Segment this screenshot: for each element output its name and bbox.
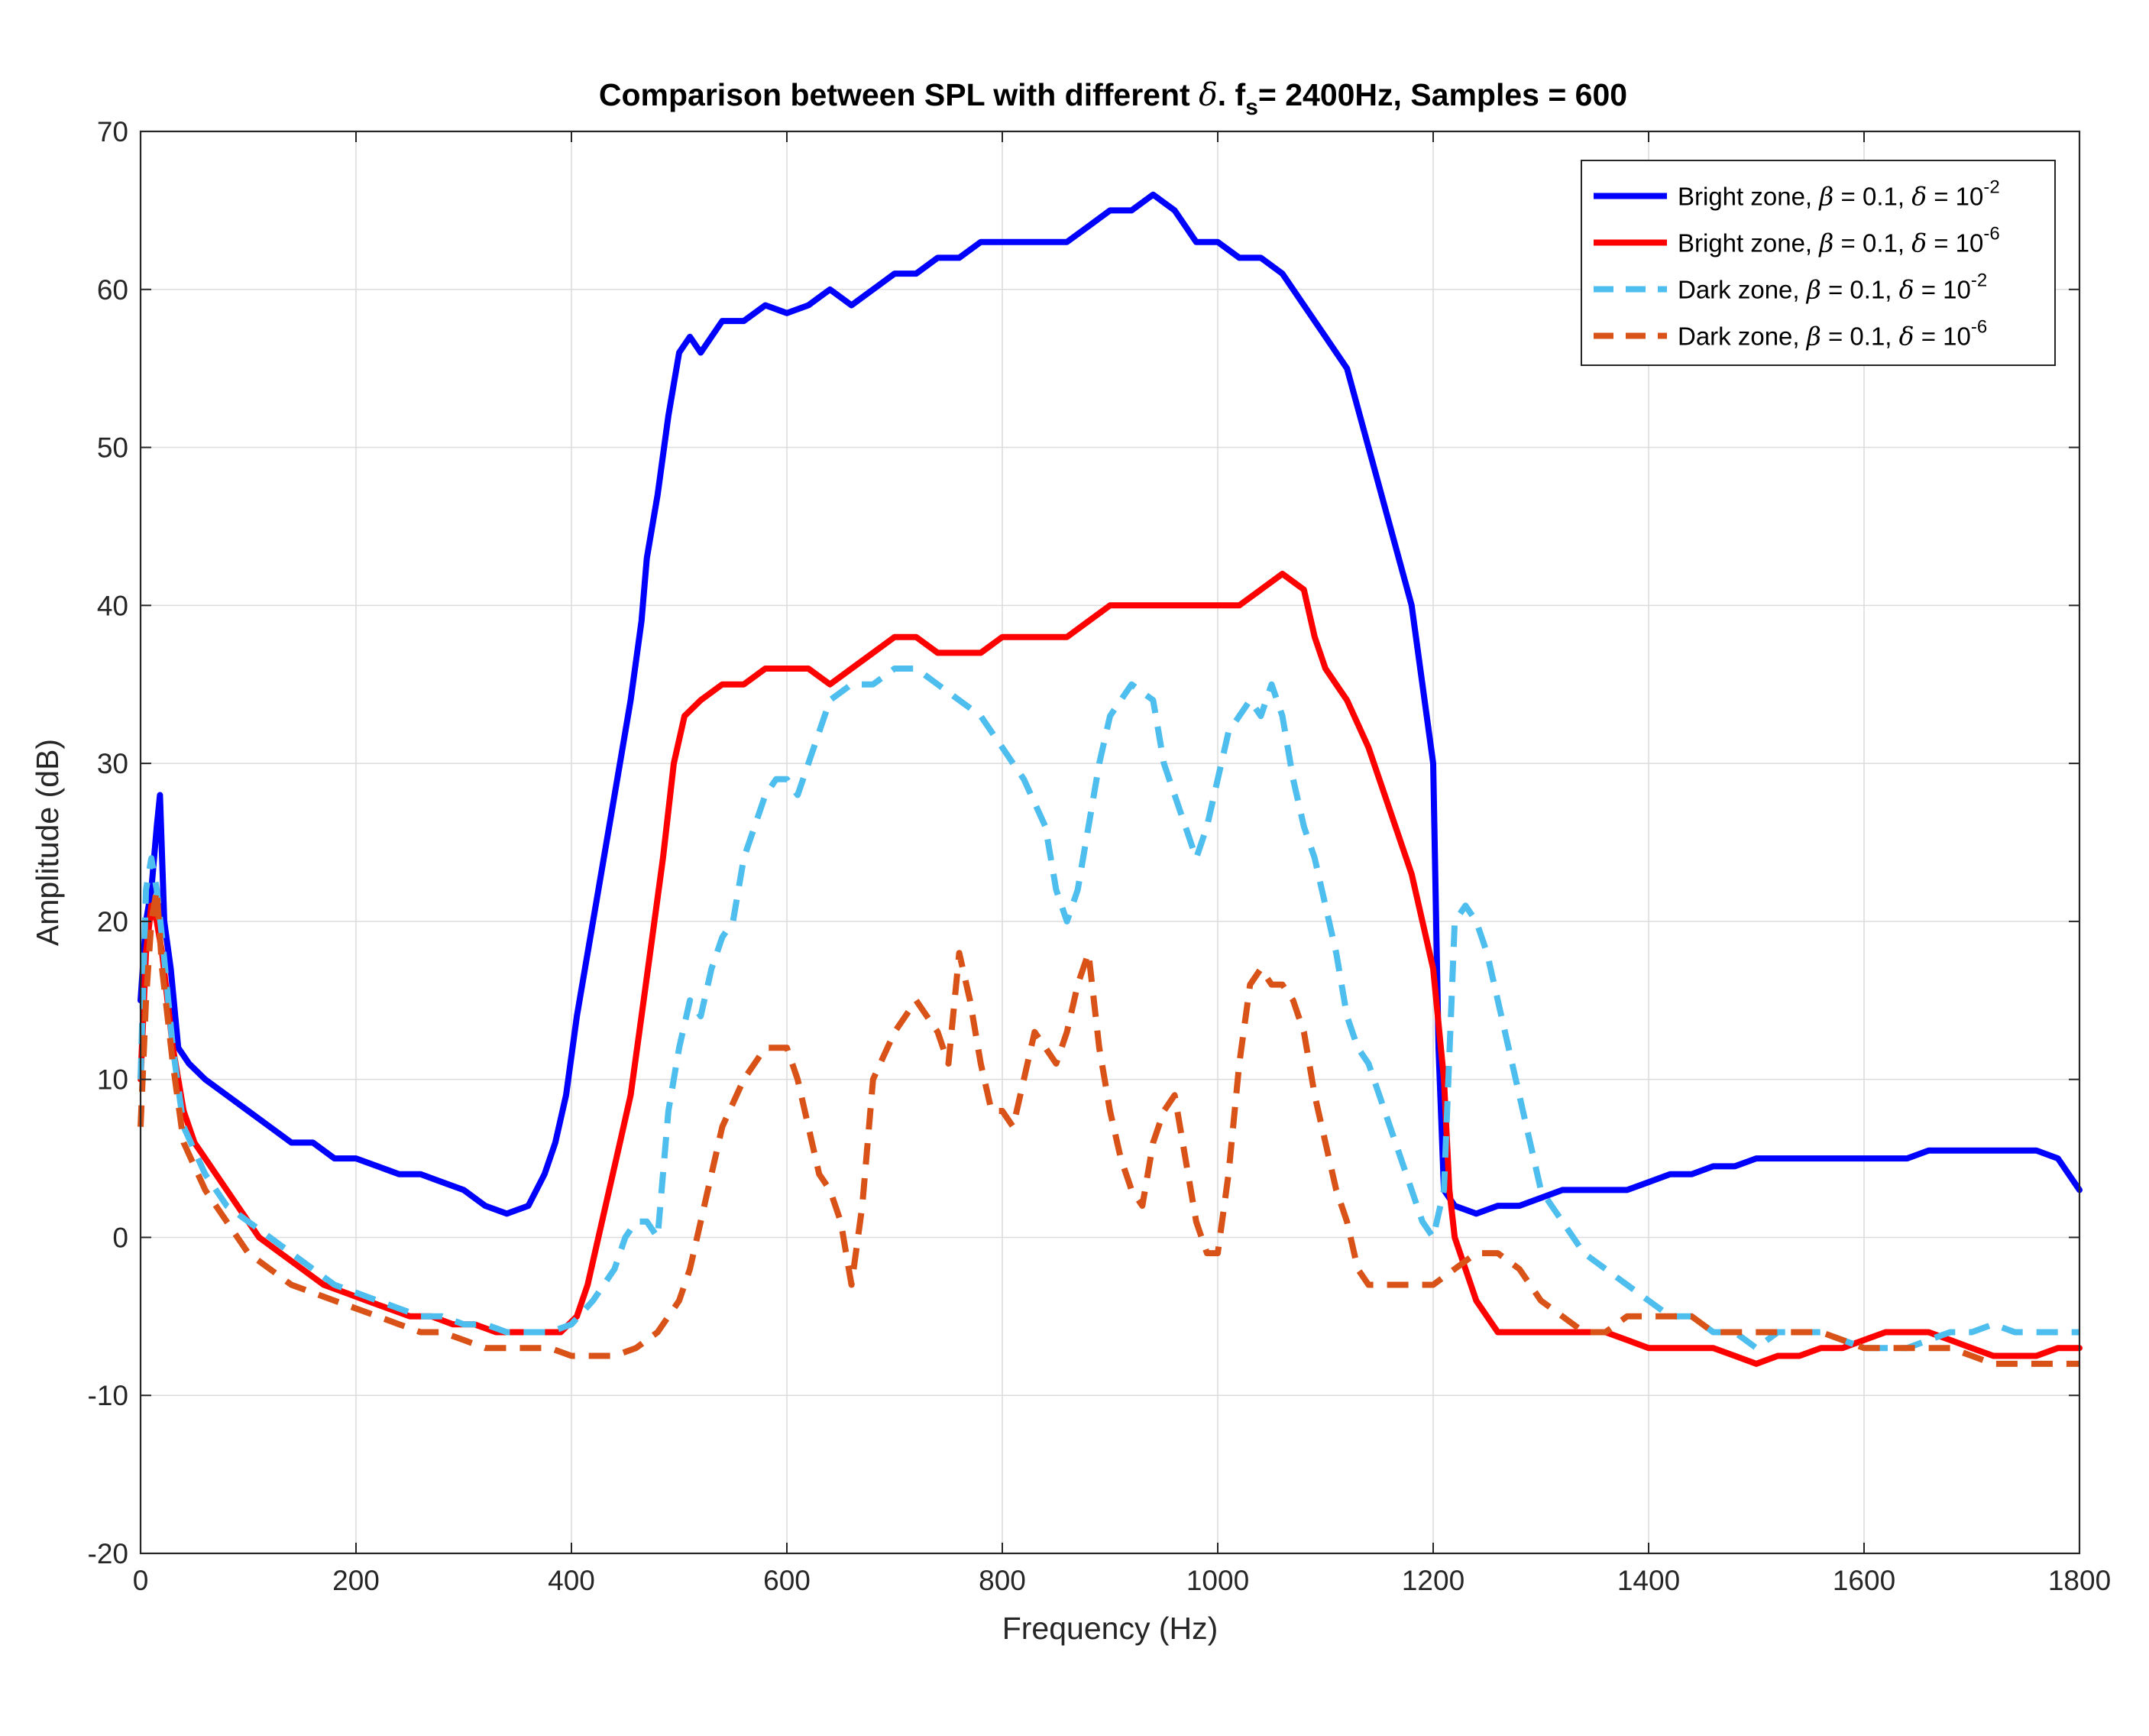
series-line-3 xyxy=(138,666,2079,1352)
legend-label-2: Bright zone, β = 0.1, δ = 10-6 xyxy=(1678,224,2000,258)
y-tick-label: 0 xyxy=(112,1222,128,1253)
series-line-4 xyxy=(138,886,2079,1367)
x-tick-label: 800 xyxy=(979,1565,1026,1596)
y-tick-label: 40 xyxy=(97,590,128,621)
y-axis-label: Amplitude (dB) xyxy=(30,739,65,946)
legend-label-3: Dark zone, β = 0.1, δ = 10-2 xyxy=(1678,270,1987,305)
plot-frame xyxy=(139,130,2081,1555)
x-tick-label: 1600 xyxy=(1833,1565,1895,1596)
x-tick-label: 600 xyxy=(763,1565,811,1596)
x-axis-label: Frequency (Hz) xyxy=(1002,1611,1219,1646)
legend: Bright zone, β = 0.1, δ = 10-2 Bright zon… xyxy=(1581,160,2056,366)
plot-background xyxy=(141,131,2079,1553)
legend-label-1: Bright zone, β = 0.1, δ = 10-2 xyxy=(1678,177,2000,212)
x-tick-label: 1800 xyxy=(2048,1565,2111,1596)
series-line-1 xyxy=(138,191,2083,1217)
title-suffix: = 2400Hz, Samples = 600 xyxy=(1258,77,1627,112)
y-tick-label: 50 xyxy=(97,432,128,464)
x-tick-label: 1200 xyxy=(1402,1565,1464,1596)
y-tick-label: 10 xyxy=(97,1064,128,1096)
plot-area: 0 200 400 600 800 1000 1200 1400 1600 1800 -20 -10 0… xyxy=(88,116,2112,1596)
x-tick-label: 0 xyxy=(133,1565,149,1596)
x-tick-label: 1400 xyxy=(1617,1565,1680,1596)
chart-title: Comparison between SPL with different δ.… xyxy=(599,76,1627,120)
series-group xyxy=(138,191,2083,1367)
axis-ticks: 0 200 400 600 800 1000 1200 1400 1600 1800 -20 -10 0… xyxy=(88,116,2112,1596)
title-subscript: s xyxy=(1245,95,1258,120)
y-tick-label: 30 xyxy=(97,748,128,779)
title-delta: δ xyxy=(1199,76,1218,113)
x-tick-label: 200 xyxy=(332,1565,380,1596)
y-tick-label: 20 xyxy=(97,906,128,938)
title-mid: . f xyxy=(1218,77,1246,112)
y-tick-label: 60 xyxy=(97,274,128,306)
x-tick-label: 400 xyxy=(548,1565,595,1596)
y-tick-label: -20 xyxy=(88,1538,128,1569)
legend-label-4: Dark zone, β = 0.1, δ = 10-6 xyxy=(1678,317,1987,351)
y-tick-label: -10 xyxy=(88,1380,128,1411)
grid xyxy=(141,131,2079,1553)
title-prefix: Comparison between SPL with different xyxy=(599,77,1199,112)
y-tick-label: 70 xyxy=(97,116,128,147)
x-tick-label: 1000 xyxy=(1186,1565,1249,1596)
